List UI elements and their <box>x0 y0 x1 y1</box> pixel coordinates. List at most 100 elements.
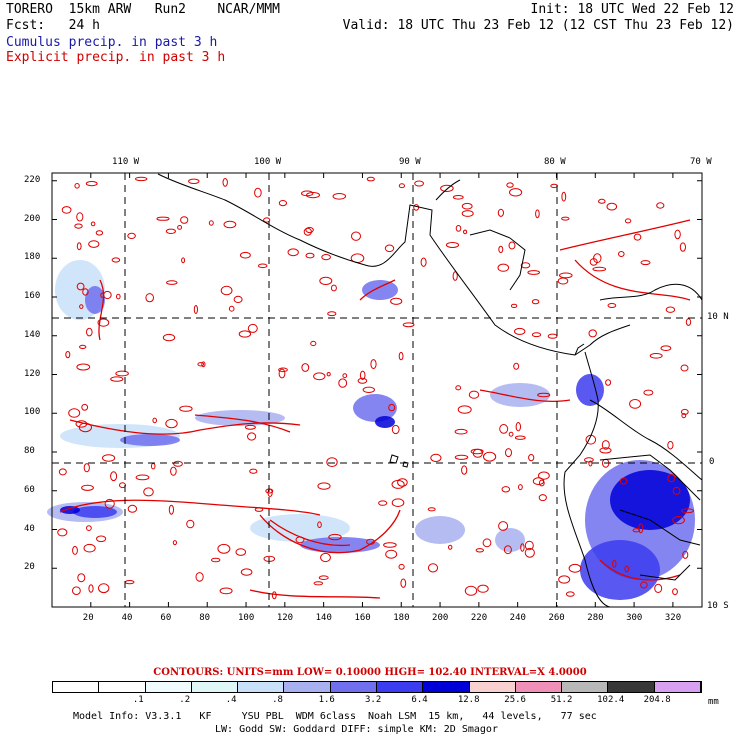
x-tick-label: 20 <box>82 613 94 623</box>
precip-contour <box>518 484 523 491</box>
precip-contour <box>186 519 195 529</box>
y-tick-label: 100 <box>24 407 41 418</box>
precip-contour-band <box>194 414 291 433</box>
precip-contour <box>682 550 689 559</box>
precip-contour <box>321 254 331 261</box>
precip-shading-area <box>250 514 350 542</box>
precip-contour <box>390 297 403 305</box>
precip-contour <box>330 284 337 292</box>
precip-contour <box>254 187 262 198</box>
precip-contour <box>326 457 338 468</box>
precip-contour <box>278 200 287 207</box>
precip-contour <box>531 332 542 338</box>
legend-swatch <box>654 682 701 692</box>
precip-contour <box>127 504 138 513</box>
precip-contour <box>74 183 80 189</box>
precip-shading-area <box>195 410 285 426</box>
precip-contour <box>681 413 687 419</box>
lon-label-110w: 110 W <box>112 157 140 167</box>
precip-contour <box>391 498 405 508</box>
precip-contour <box>68 408 81 418</box>
precip-contour <box>143 487 154 497</box>
precip-contour <box>633 233 642 241</box>
precip-contour <box>538 479 545 487</box>
precip-contour <box>513 362 520 370</box>
precip-contour <box>499 424 509 434</box>
precip-contour <box>172 540 177 546</box>
y-tick-label: 60 <box>24 484 35 495</box>
precip-contour <box>127 232 136 239</box>
legend-swatch <box>376 682 424 692</box>
precip-contour <box>195 572 204 582</box>
precip-contour <box>223 220 237 229</box>
forecast-hour: Fcst: 24 h <box>6 18 100 33</box>
precip-contour <box>351 231 361 241</box>
precip-contour <box>102 454 116 462</box>
precip-contour <box>150 463 156 470</box>
precip-contour <box>508 188 523 197</box>
precip-contour <box>457 405 472 414</box>
init-time: Init: 18 UTC Wed 22 Feb 12 <box>530 2 735 17</box>
precip-contour <box>589 258 598 266</box>
precip-contour <box>278 367 288 373</box>
precip-contour <box>672 516 685 525</box>
model-info-line1: Model Info: V3.3.1 KF YSU PBL WDM 6class… <box>73 711 597 722</box>
precip-contour <box>532 477 545 486</box>
precip-contour <box>514 435 526 440</box>
precip-contour <box>278 368 286 379</box>
precip-contour <box>685 318 692 326</box>
precip-contour <box>643 389 654 396</box>
precip-contour <box>568 563 582 573</box>
precip-contour-band <box>59 499 321 516</box>
precip-contour <box>81 484 94 491</box>
x-tick-label: 60 <box>160 613 172 623</box>
precip-contour <box>208 220 214 226</box>
precip-contour <box>420 257 427 267</box>
precip-contour <box>317 482 331 490</box>
precip-contour <box>305 226 314 234</box>
precip-contour <box>287 248 299 257</box>
precip-contour <box>672 486 681 495</box>
precip-contour <box>455 225 462 232</box>
precip-contour <box>477 584 489 593</box>
precip-contour <box>561 216 570 221</box>
precip-contour <box>217 543 231 554</box>
precip-shading-area <box>415 516 465 544</box>
precip-contour <box>111 257 121 263</box>
precip-contour <box>83 543 96 553</box>
precip-contour <box>559 272 573 279</box>
precip-contour <box>359 370 366 380</box>
precip-contour <box>193 305 198 314</box>
precip-contour <box>85 181 98 187</box>
precip-contour <box>180 216 189 224</box>
precip-contour <box>667 474 676 483</box>
legend-swatch <box>99 682 146 692</box>
precip-contour <box>103 290 112 300</box>
precip-contour <box>679 242 687 252</box>
precip-contour <box>680 408 689 415</box>
cumulus-precip-shading <box>47 260 695 600</box>
explicit-precip-contours <box>57 176 695 600</box>
precip-contour <box>391 424 400 435</box>
x-tick-label: 240 <box>509 613 526 623</box>
precip-contour <box>601 440 610 450</box>
precip-contour <box>497 208 504 217</box>
x-tick-label: 180 <box>393 613 410 623</box>
legend-swatch <box>330 682 377 692</box>
precip-contour <box>463 229 468 235</box>
x-tick-label: 100 <box>238 613 255 623</box>
precip-contour <box>515 422 521 432</box>
precip-contour <box>328 533 342 541</box>
precip-contour <box>79 344 87 349</box>
precip-contour <box>319 276 333 285</box>
y-tick-label: 80 <box>24 446 35 456</box>
lon-label-90w: 90 W <box>399 157 421 167</box>
precip-contour <box>538 494 547 502</box>
precip-contour <box>520 543 525 552</box>
precip-contour <box>461 465 468 475</box>
y-tick-label: 140 <box>24 329 41 340</box>
legend-level-label: .2 <box>179 695 191 705</box>
precip-contour <box>90 221 96 227</box>
precip-contour <box>508 241 516 250</box>
legend-swatch <box>469 682 516 692</box>
